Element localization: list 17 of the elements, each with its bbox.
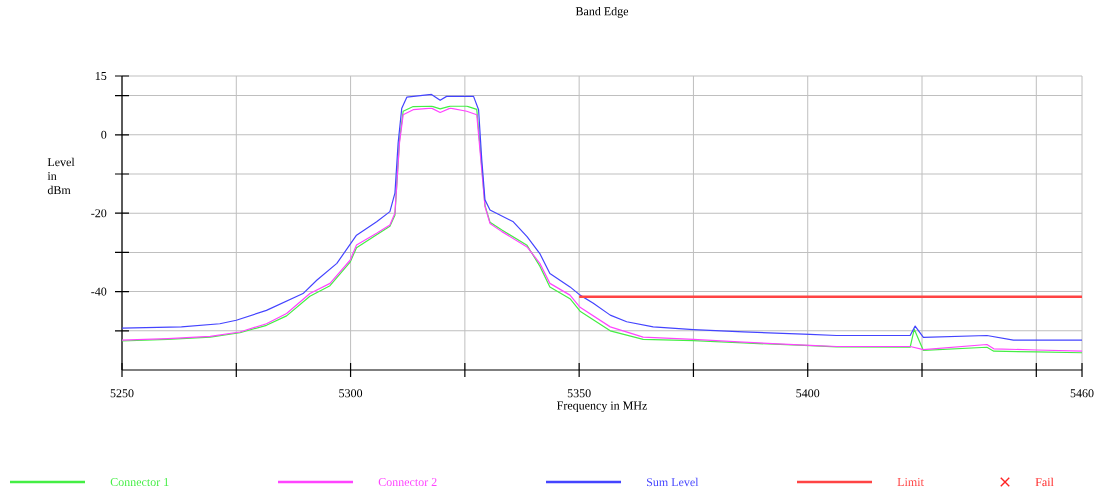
x-axis-title: Frequency in MHz (557, 401, 647, 413)
y-tick-label: 15 (95, 71, 107, 81)
text: Sum Level (647, 477, 699, 487)
text: Connector 2 (378, 477, 437, 487)
x-tick-label: 5250 (110, 389, 134, 398)
y-tick-label: -20 (91, 209, 107, 218)
x-tick-label: 5400 (796, 389, 820, 398)
x-tick-label: 5460 (1070, 389, 1094, 398)
chart-title: Band Edge (575, 6, 629, 18)
y-tick-label: -40 (91, 287, 107, 296)
y-tick-label: 0 (101, 130, 107, 139)
text: Limit (897, 477, 924, 487)
x-tick-label: 5300 (339, 389, 363, 398)
legend-label: Fail (1035, 477, 1054, 487)
text: Connector 1 (110, 477, 169, 487)
y-axis-title: Level in dBm (47, 157, 75, 195)
x-tick-label: 5350 (567, 389, 591, 398)
